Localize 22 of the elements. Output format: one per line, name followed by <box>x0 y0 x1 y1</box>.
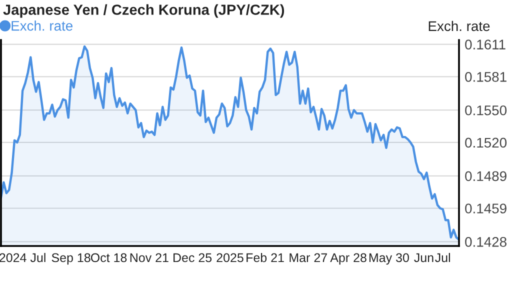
y-tick-label: 0.1459 <box>465 204 506 214</box>
x-tick-label: Jul <box>435 252 450 262</box>
chart-title: Japanese Yen / Czech Koruna (JPY/CZK) <box>3 4 284 18</box>
x-tick-label: Apr 28 <box>330 253 366 265</box>
legend-label: Exch. rate <box>12 20 72 31</box>
y-tick-label: 0.1581 <box>465 72 506 82</box>
y-tick-label: 0.1489 <box>465 171 506 182</box>
y-tick-label: 0.1611 <box>465 40 506 50</box>
x-tick-label: Oct 18 <box>90 253 127 262</box>
x-tick-label: 2025 <box>216 253 244 262</box>
x-tick-label: May 30 <box>369 253 409 265</box>
x-tick-label: Jun <box>414 253 434 262</box>
x-tick-label: Sep 18 <box>52 253 90 265</box>
y-tick-label: 0.1428 <box>465 237 506 247</box>
y-axis-title: Exch. rate <box>428 20 490 32</box>
x-tick-label: 2024 Jul <box>0 252 46 262</box>
x-tick-label: Dec 25 <box>174 253 212 262</box>
x-tick-label: Feb 21 <box>246 252 284 262</box>
y-tick-label: 0.1520 <box>465 138 506 148</box>
x-tick-label: Nov 21 <box>130 253 168 262</box>
y-tick-label: 0.1550 <box>465 105 506 116</box>
x-tick-label: Mar 27 <box>290 253 327 262</box>
